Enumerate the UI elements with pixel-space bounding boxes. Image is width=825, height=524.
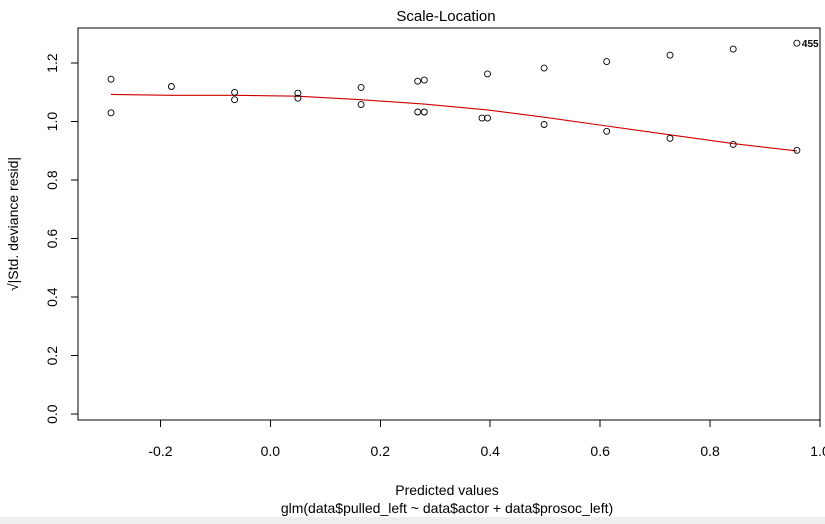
- data-point: [414, 77, 422, 85]
- x-tick-label: 0.2: [371, 443, 391, 459]
- data-point: [540, 64, 548, 72]
- chart-title: Scale-Location: [396, 8, 495, 25]
- x-tick-label: 0.8: [700, 443, 720, 459]
- smoothed-trend-line: [110, 93, 797, 152]
- x-tick-label: -0.2: [148, 443, 172, 459]
- data-point: [420, 108, 428, 116]
- x-axis-label: Predicted values: [395, 482, 499, 498]
- y-tick-label: 1.2: [44, 53, 60, 73]
- data-point: [294, 89, 302, 97]
- data-point: [729, 45, 737, 53]
- x-tick-label: 0.4: [480, 443, 500, 459]
- data-point: [294, 94, 302, 102]
- data-point: [231, 88, 239, 96]
- data-point: [414, 108, 422, 116]
- y-tick-label: 0.0: [44, 404, 60, 424]
- chart-subtitle: glm(data$pulled_left ~ data$actor + data…: [281, 500, 613, 516]
- y-tick-label: 0.4: [44, 287, 60, 307]
- data-point: [357, 83, 365, 91]
- y-axis: 0.0 0.2 0.4 0.6 0.8 1.0 1.2: [44, 53, 78, 424]
- data-point: [357, 101, 365, 109]
- data-point: [540, 121, 548, 128]
- data-point: [666, 134, 674, 142]
- plot-frame: [77, 27, 821, 421]
- data-point: [603, 127, 611, 135]
- data-point: [484, 70, 491, 78]
- y-tick-label: 0.6: [44, 229, 60, 249]
- x-tick-label: 0.6: [590, 443, 610, 459]
- data-point: [420, 76, 428, 84]
- x-tick-label: 1.0: [810, 443, 825, 459]
- data-point: [793, 146, 801, 154]
- data-point: [231, 96, 239, 104]
- y-tick-label: 1.0: [44, 112, 60, 132]
- data-point: [167, 83, 175, 90]
- data-point: [478, 114, 486, 122]
- data-point: [484, 114, 491, 122]
- y-tick-label: 0.2: [44, 346, 60, 366]
- data-point: [729, 140, 737, 148]
- x-axis: -0.2 0.0 0.2 0.4 0.6 0.8 1.0: [148, 420, 825, 459]
- data-point: [666, 51, 674, 59]
- data-point: [793, 39, 801, 47]
- data-point: [107, 75, 115, 83]
- data-point: [107, 109, 115, 117]
- x-tick-label: 0.0: [261, 443, 281, 459]
- y-tick-label: 0.8: [44, 170, 60, 190]
- y-axis-label: √|Std. deviance resid|: [5, 157, 21, 291]
- data-point: [603, 58, 611, 66]
- data-points: [107, 39, 801, 154]
- observation-label: 455: [802, 39, 819, 50]
- window-bottom-edge: [0, 517, 825, 524]
